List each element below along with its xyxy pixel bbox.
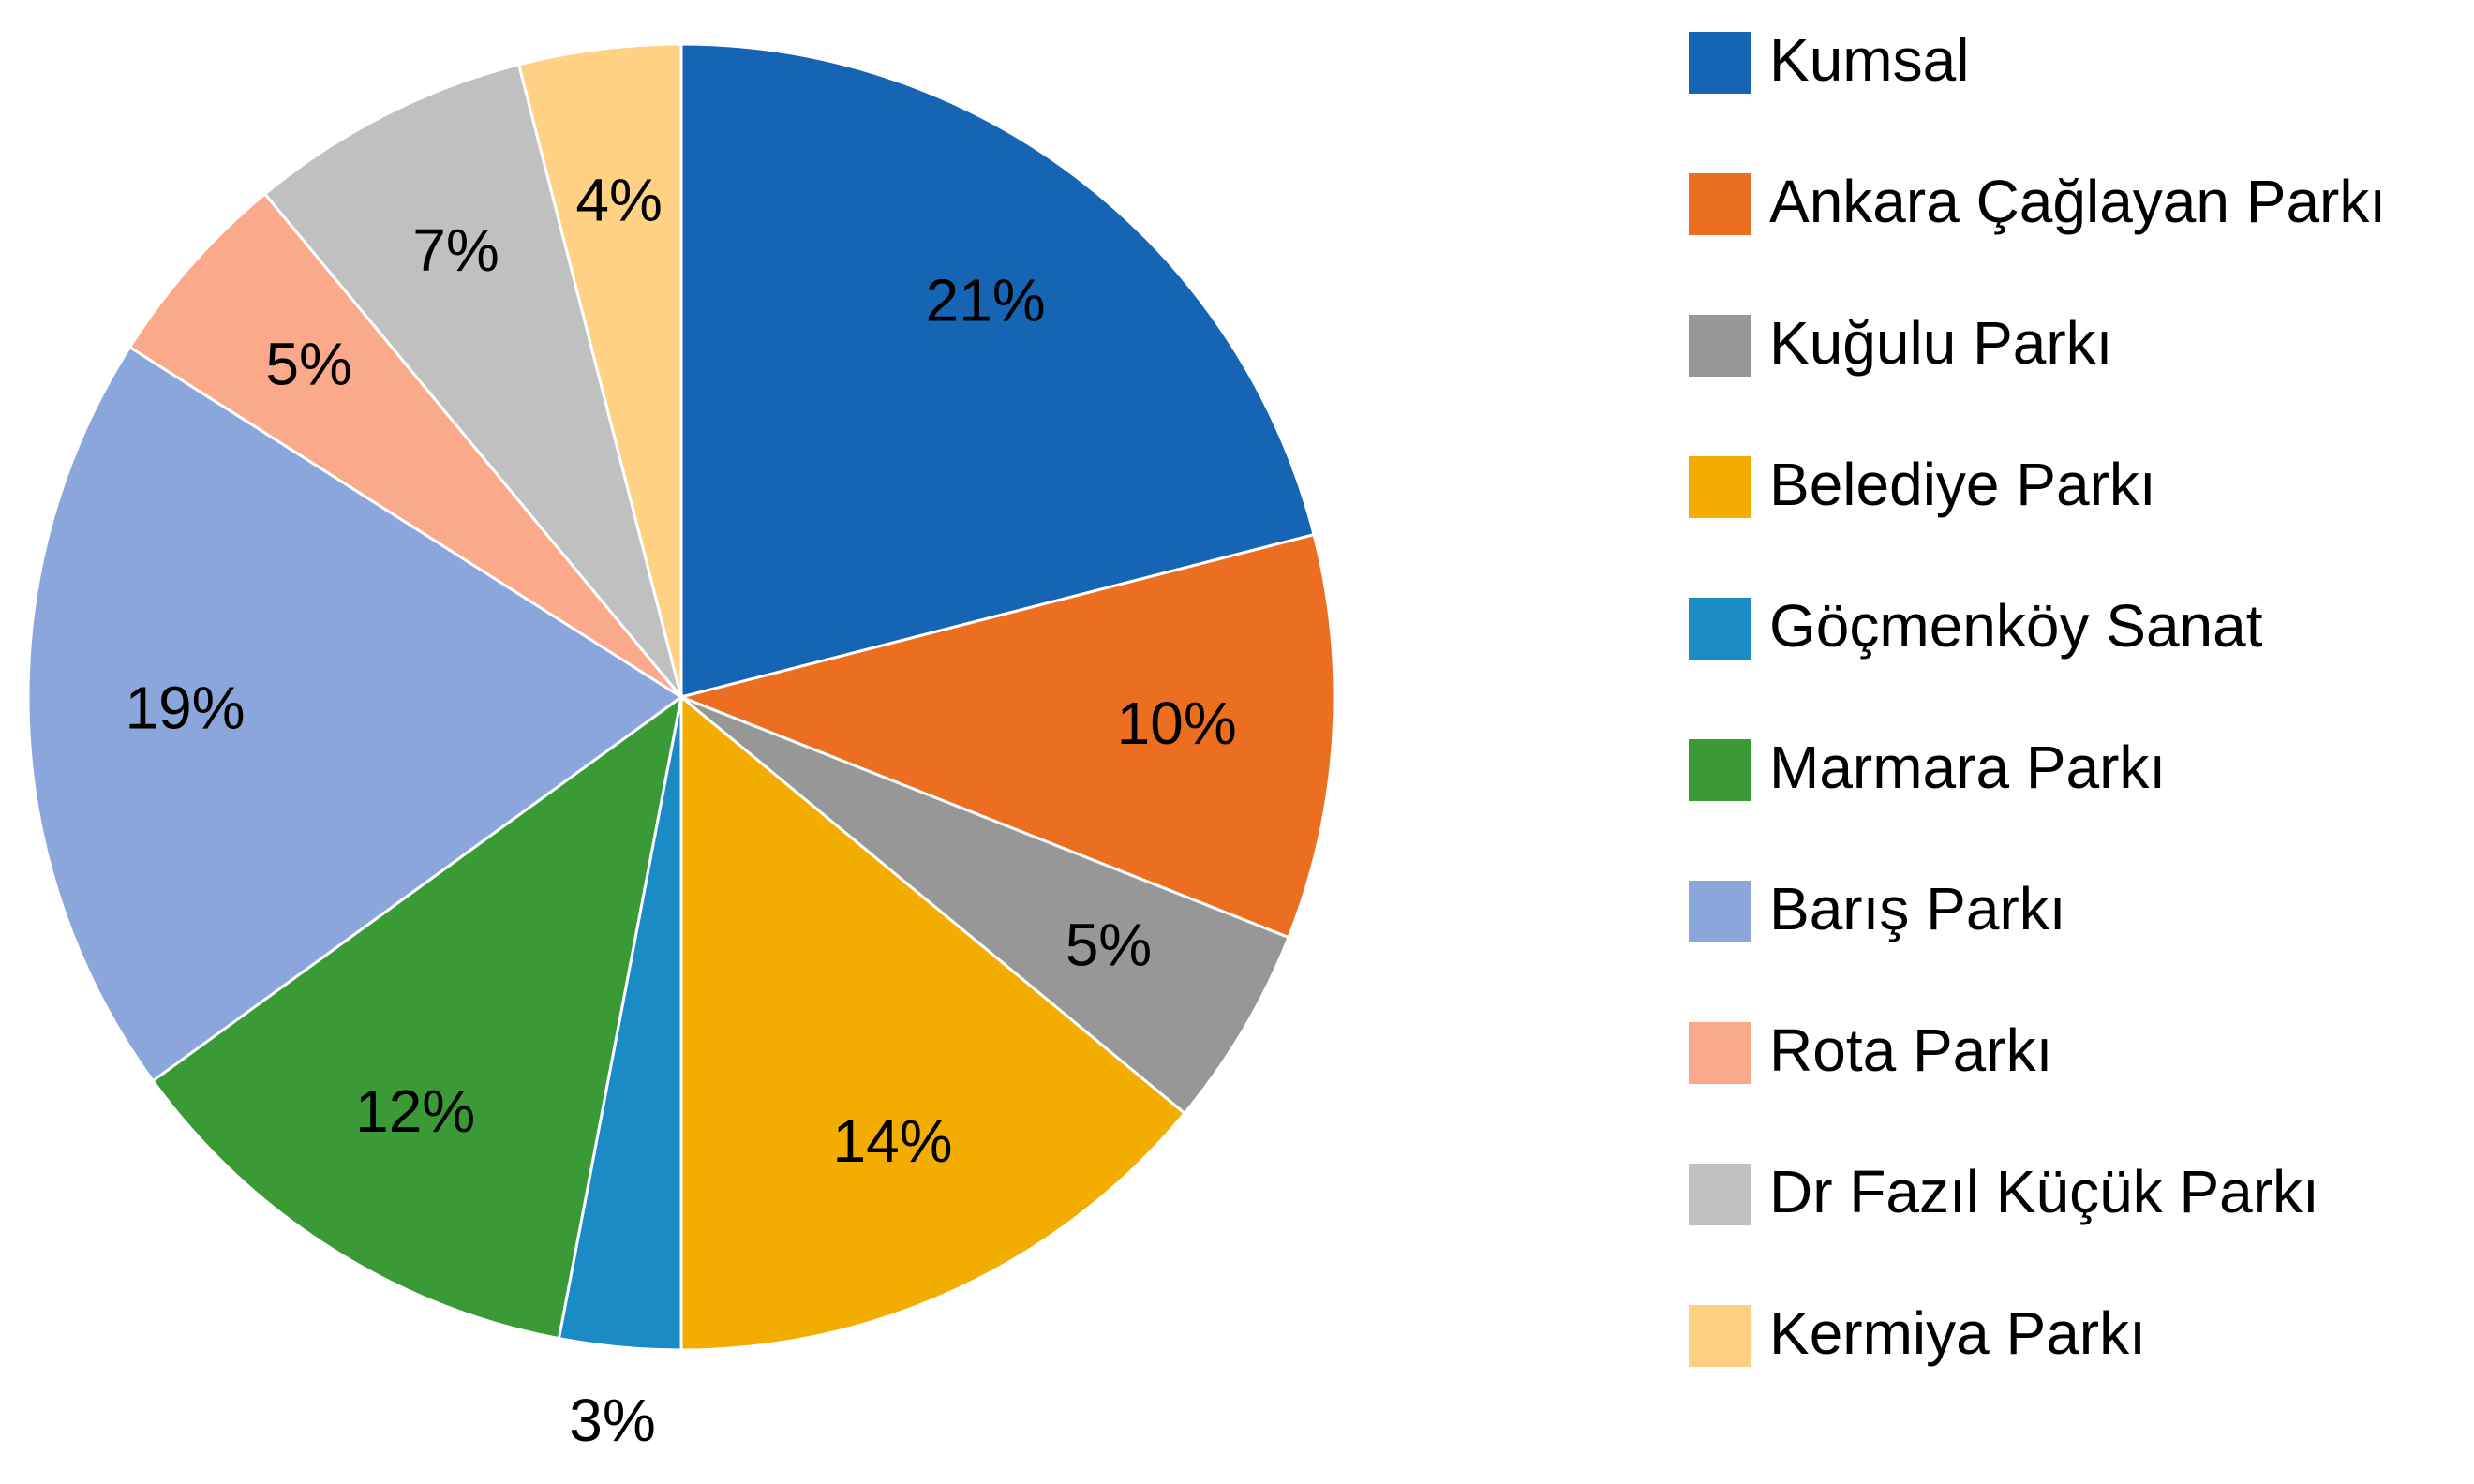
legend-swatch <box>1689 1164 1751 1225</box>
legend-swatch <box>1689 881 1751 942</box>
legend-label: Belediye Parkı <box>1769 451 2156 518</box>
data-label: 19% <box>125 675 245 742</box>
legend-swatch <box>1689 739 1751 801</box>
data-label: 14% <box>832 1107 952 1175</box>
pie-slice <box>151 693 684 1341</box>
pie-slice <box>127 191 683 699</box>
pie-slice <box>677 532 1336 940</box>
data-label: 10% <box>1117 690 1237 757</box>
legend-swatch <box>1689 32 1751 94</box>
legend-swatch <box>1689 173 1751 235</box>
legend-swatch <box>1689 598 1751 660</box>
legend-label: Göçmenköy Sanat <box>1769 592 2263 660</box>
pie-slice <box>262 63 683 698</box>
legend-label: Ankara Çağlayan Parkı <box>1769 168 2386 235</box>
legend-swatch <box>1689 1022 1751 1084</box>
data-label: 5% <box>1066 912 1153 979</box>
legend-label: Marmara Parkı <box>1769 734 2166 801</box>
pie-slice <box>679 693 1187 1352</box>
legend-swatch <box>1689 1305 1751 1367</box>
pie-slice <box>516 42 683 698</box>
legend-swatch <box>1689 456 1751 518</box>
legend-label: Barış Parkı <box>1769 875 2066 942</box>
legend-swatch <box>1689 315 1751 377</box>
data-label: 4% <box>575 166 663 233</box>
legend-label: Kermiya Parkı <box>1769 1299 2146 1367</box>
pie-slice <box>26 345 684 1083</box>
legend-label: Kumsal <box>1769 26 1969 94</box>
legend-label: Dr Fazıl Küçük Parkı <box>1769 1158 2319 1225</box>
data-label: 5% <box>265 331 352 398</box>
data-label: 21% <box>926 266 1046 334</box>
pie-slice <box>679 42 1316 699</box>
data-label: 7% <box>412 216 499 284</box>
legend-label: Kuğulu Parkı <box>1769 309 2112 377</box>
data-label: 3% <box>569 1387 656 1454</box>
legend-label: Rota Parkı <box>1769 1017 2052 1084</box>
data-label: 12% <box>355 1077 475 1145</box>
pie-slice <box>680 695 1290 1116</box>
